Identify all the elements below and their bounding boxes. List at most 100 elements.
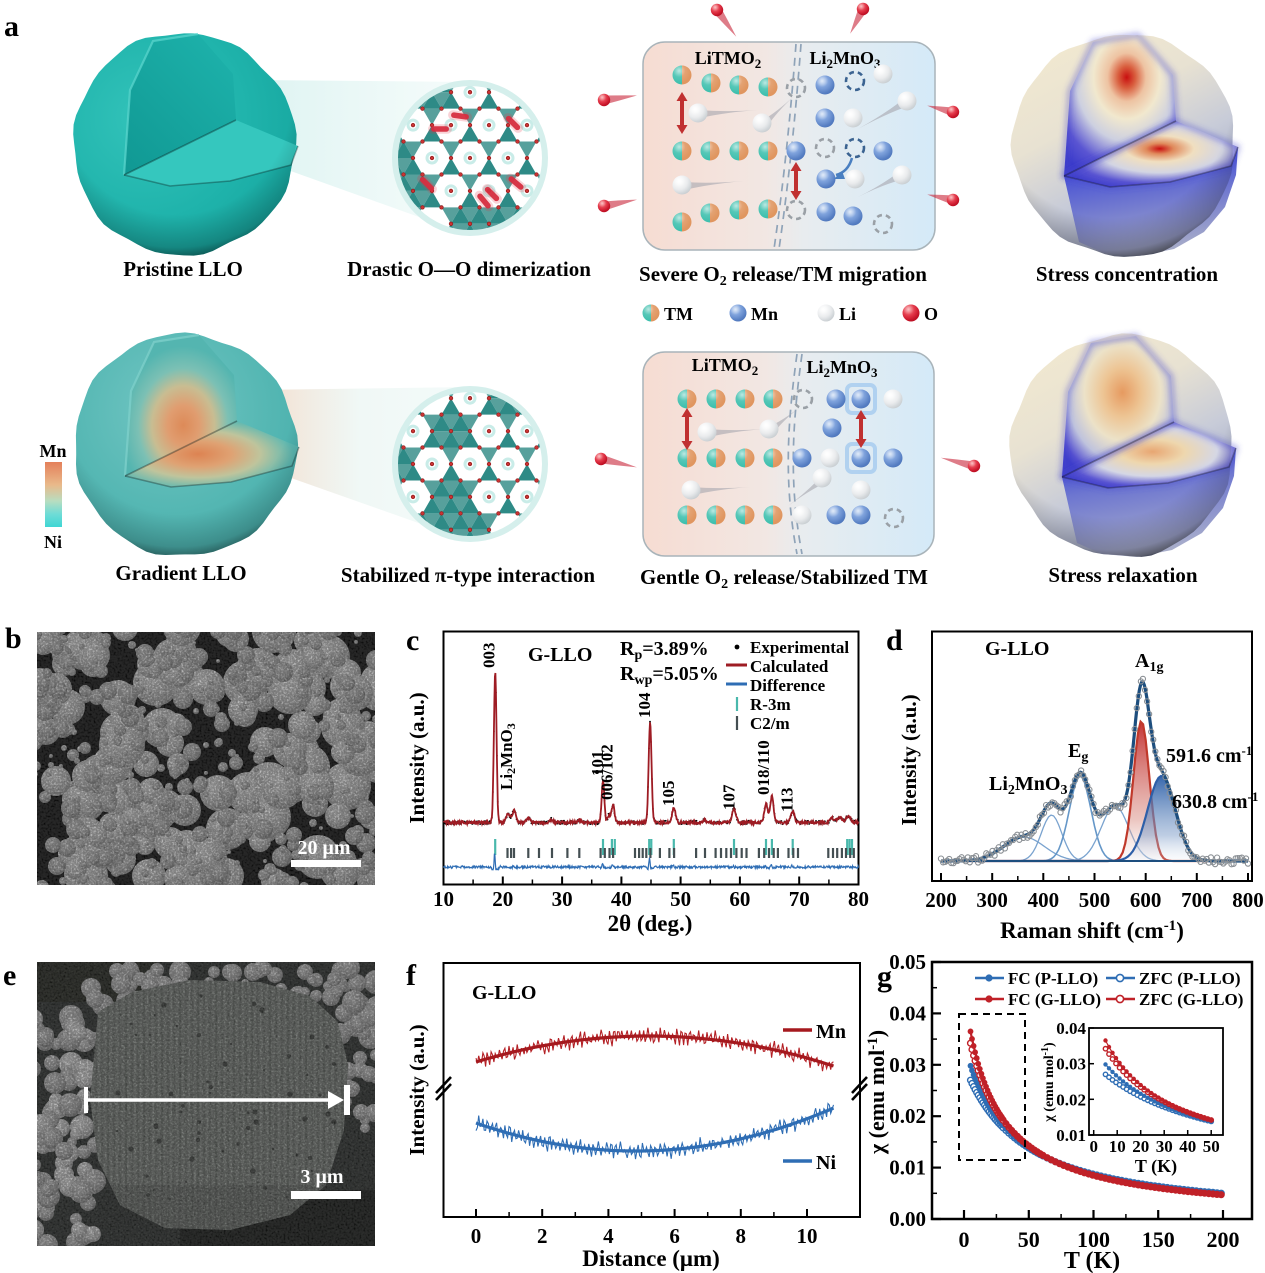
svg-text:Intensity (a.u.): Intensity (a.u.) [897,694,921,825]
svg-text:Pristine LLO: Pristine LLO [123,257,243,281]
svg-text:FC (G-LLO): FC (G-LLO) [1008,990,1101,1009]
svg-text:80: 80 [848,887,869,911]
svg-text:0.02: 0.02 [1056,1090,1086,1109]
svg-text:Mn: Mn [40,441,67,461]
svg-text:0: 0 [1089,1137,1098,1156]
svg-text:50: 50 [670,887,691,911]
svg-text:Gradient LLO: Gradient LLO [115,561,246,585]
svg-text:0.01: 0.01 [889,1156,926,1180]
svg-text:G-LLO: G-LLO [985,638,1049,660]
svg-text:700: 700 [1181,888,1213,912]
svg-text:LiTMO2: LiTMO2 [695,48,762,71]
svg-text:10: 10 [433,887,454,911]
svg-text:Experimental: Experimental [750,638,849,657]
svg-text:3 μm: 3 μm [301,1166,344,1188]
svg-text:R-3m: R-3m [750,695,791,714]
svg-text:f: f [406,959,417,992]
svg-text:100: 100 [1077,1227,1110,1252]
svg-text:0: 0 [959,1227,970,1252]
svg-text:300: 300 [976,888,1008,912]
svg-text:107: 107 [720,784,739,810]
svg-text:TM: TM [664,304,693,324]
svg-text:2: 2 [537,1224,548,1248]
svg-text:ZFC (P-LLO): ZFC (P-LLO) [1139,969,1241,988]
svg-text:0: 0 [471,1224,482,1248]
svg-text:Li2MnO3: Li2MnO3 [806,357,878,380]
svg-text:0.00: 0.00 [889,1207,926,1231]
svg-text:g: g [877,960,892,993]
svg-text:C2/m: C2/m [750,714,790,733]
svg-text:0.05: 0.05 [889,950,926,974]
svg-text:Raman shift (cm-1): Raman shift (cm-1) [1000,918,1184,943]
svg-text:104: 104 [635,692,654,718]
svg-text:30: 30 [1156,1137,1173,1156]
svg-text:c: c [406,624,419,657]
svg-text:0.04: 0.04 [1056,1019,1086,1038]
svg-text:0.04: 0.04 [889,1001,926,1025]
svg-text:591.6 cm-1: 591.6 cm-1 [1166,743,1252,767]
svg-text:101: 101 [588,751,607,777]
svg-text:50: 50 [1203,1137,1220,1156]
svg-text:T (K): T (K) [1135,1156,1177,1177]
svg-text:105: 105 [659,781,678,807]
svg-text:FC (P-LLO): FC (P-LLO) [1008,969,1098,988]
svg-text:Calculated: Calculated [750,657,829,676]
svg-text:Mn: Mn [816,1021,846,1043]
svg-text:003: 003 [480,643,499,669]
svg-text:Intensity (a.u.): Intensity (a.u.) [405,1024,429,1155]
svg-text:2θ (deg.): 2θ (deg.) [608,911,693,936]
svg-text:30: 30 [552,887,573,911]
svg-text:113: 113 [778,787,797,812]
svg-text:Mn: Mn [751,304,778,324]
svg-text:Li: Li [839,304,856,324]
svg-text:200: 200 [1207,1227,1240,1252]
svg-text:630.8 cm-1: 630.8 cm-1 [1172,789,1258,813]
svg-text:40: 40 [1179,1137,1196,1156]
svg-text:40: 40 [611,887,632,911]
svg-text:e: e [3,959,16,992]
svg-text:200: 200 [925,888,957,912]
svg-text:LiTMO2: LiTMO2 [692,355,759,378]
svg-text:600: 600 [1130,888,1162,912]
svg-text:20 μm: 20 μm [298,837,351,859]
svg-text:Severe O2 release/TM migration: Severe O2 release/TM migration [639,262,927,289]
svg-text:Gentle O2 release/Stabilized T: Gentle O2 release/Stabilized TM [640,565,928,592]
svg-text:G-LLO: G-LLO [472,982,536,1004]
svg-text:Ni: Ni [44,532,62,552]
svg-text:10: 10 [797,1224,818,1248]
svg-text:10: 10 [1109,1137,1126,1156]
svg-text:0.03: 0.03 [889,1053,926,1077]
svg-text:6: 6 [669,1224,680,1248]
svg-text:150: 150 [1142,1227,1175,1252]
svg-text:b: b [5,622,22,655]
svg-text:d: d [886,624,903,657]
svg-text:Distance (μm): Distance (μm) [582,1246,720,1271]
svg-text:20: 20 [1132,1137,1149,1156]
svg-text:χ (emu mol-1): χ (emu mol-1) [864,1030,889,1155]
svg-text:60: 60 [729,887,750,911]
svg-text:Ni: Ni [816,1152,836,1174]
svg-text:0.02: 0.02 [889,1104,926,1128]
svg-text:Li2MnO3: Li2MnO3 [497,723,518,790]
svg-text:0.03: 0.03 [1056,1055,1086,1074]
svg-text:Intensity (a.u.): Intensity (a.u.) [405,692,429,823]
svg-text:50: 50 [1018,1227,1040,1252]
svg-text:ZFC (G-LLO): ZFC (G-LLO) [1139,990,1243,1009]
svg-text:Drastic O—O dimerization: Drastic O—O dimerization [347,257,591,281]
svg-text:T (K): T (K) [1064,1248,1120,1273]
svg-text:20: 20 [492,887,513,911]
svg-text:0.01: 0.01 [1056,1126,1086,1145]
svg-text:Stress relaxation: Stress relaxation [1048,563,1197,587]
svg-text:χ (emu mol-1): χ (emu mol-1) [1040,1042,1057,1123]
svg-text:Li2MnO3: Li2MnO3 [809,48,881,71]
svg-text:8: 8 [736,1224,747,1248]
svg-text:800: 800 [1232,888,1264,912]
svg-text:4: 4 [603,1224,614,1248]
svg-text:a: a [4,10,19,43]
svg-text:006/102: 006/102 [598,744,617,800]
svg-text:500: 500 [1079,888,1111,912]
svg-text:Li2MnO3: Li2MnO3 [989,773,1067,798]
svg-text:Rp=3.89%: Rp=3.89% [620,638,709,663]
svg-text:A1g: A1g [1135,650,1163,675]
svg-text:70: 70 [789,887,810,911]
